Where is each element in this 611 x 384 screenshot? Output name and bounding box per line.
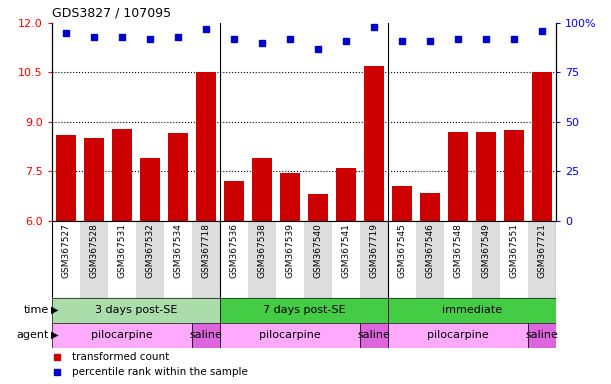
Text: pilocarpine: pilocarpine [91,330,153,340]
Bar [136,221,164,298]
Text: GSM367719: GSM367719 [370,223,378,278]
Bar [52,323,192,348]
Bar [336,168,356,221]
Text: GSM367531: GSM367531 [117,223,126,278]
Bar [528,323,556,348]
Text: GSM367540: GSM367540 [313,223,323,278]
Bar [388,298,556,323]
Bar [84,138,104,221]
Text: GSM367527: GSM367527 [62,223,70,278]
Text: pilocarpine: pilocarpine [427,330,489,340]
Text: 7 days post-SE: 7 days post-SE [263,305,345,315]
Bar [192,323,220,348]
Bar [472,221,500,298]
Bar [252,158,272,221]
Bar [528,221,556,298]
Text: pilocarpine: pilocarpine [259,330,321,340]
Bar [220,298,388,323]
Bar [388,221,416,298]
Bar [192,221,220,298]
Text: ▶: ▶ [51,330,59,340]
Bar [164,221,192,298]
Bar [332,221,360,298]
Bar [220,323,360,348]
Text: time: time [24,305,49,315]
Bar [448,132,468,221]
Text: agent: agent [16,330,49,340]
Bar [276,221,304,298]
Text: GDS3827 / 107095: GDS3827 / 107095 [52,6,171,19]
Bar [52,221,80,298]
Bar [304,221,332,298]
Text: 3 days post-SE: 3 days post-SE [95,305,177,315]
Text: GSM367541: GSM367541 [342,223,351,278]
Text: GSM367538: GSM367538 [257,223,266,278]
Bar [248,221,276,298]
Text: GSM367551: GSM367551 [510,223,519,278]
Bar [532,73,552,221]
Text: GSM367534: GSM367534 [174,223,183,278]
Text: transformed count: transformed count [72,352,169,362]
Text: saline: saline [525,330,558,340]
Bar [360,323,388,348]
Text: GSM367721: GSM367721 [538,223,546,278]
Bar [416,221,444,298]
Text: GSM367532: GSM367532 [145,223,155,278]
Bar [388,323,528,348]
Text: GSM367545: GSM367545 [398,223,406,278]
Bar [112,129,132,221]
Text: GSM367546: GSM367546 [425,223,434,278]
Bar [220,221,248,298]
Text: ▶: ▶ [51,305,59,315]
Bar [420,193,440,221]
Bar [140,158,159,221]
Bar [196,73,216,221]
Text: GSM367528: GSM367528 [89,223,98,278]
Bar [360,221,388,298]
Bar [392,186,412,221]
Bar [500,221,528,298]
Bar [80,221,108,298]
Bar [108,221,136,298]
Text: percentile rank within the sample: percentile rank within the sample [72,367,248,377]
Bar [56,135,76,221]
Text: GSM367718: GSM367718 [202,223,210,278]
Text: GSM367536: GSM367536 [230,223,238,278]
Bar [444,221,472,298]
Bar [476,132,496,221]
Bar [224,181,244,221]
Bar [364,66,384,221]
Bar [168,134,188,221]
Bar [280,173,300,221]
Bar [52,298,220,323]
Text: GSM367549: GSM367549 [481,223,491,278]
Text: GSM367548: GSM367548 [453,223,463,278]
Text: immediate: immediate [442,305,502,315]
Bar [308,194,327,221]
Text: saline: saline [357,330,390,340]
Bar [504,130,524,221]
Text: GSM367539: GSM367539 [285,223,295,278]
Text: saline: saline [189,330,222,340]
